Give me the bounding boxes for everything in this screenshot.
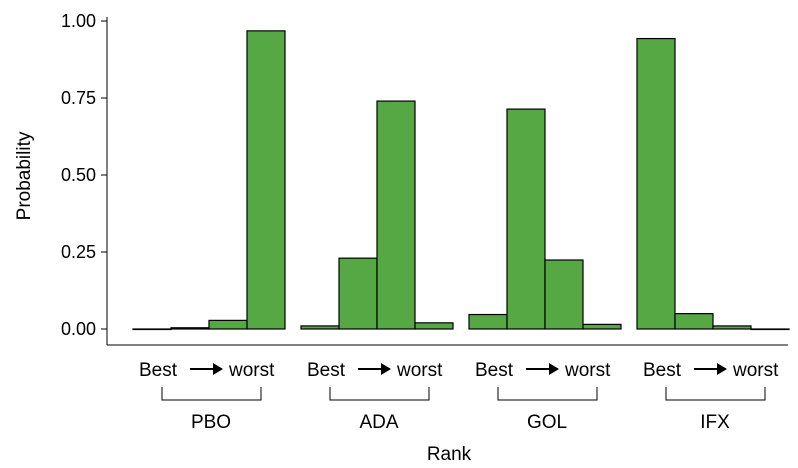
group-bracket (161, 387, 262, 401)
y-tick-label: 0.25 (61, 242, 96, 262)
group-label-gol: GOL (527, 412, 567, 433)
bar-gol-rank-3 (544, 259, 584, 330)
bar-ifx-rank-2 (674, 313, 714, 330)
bar-ifx-rank-3 (712, 325, 752, 330)
bar-ifx-rank-1 (636, 37, 676, 330)
arrow-right-icon (213, 363, 223, 375)
group-label-ifx: IFX (700, 412, 730, 433)
y-tick-label: 0.50 (61, 165, 96, 185)
bar-pbo-rank-3 (208, 319, 248, 330)
rank-worst-label: worst (564, 360, 611, 381)
bar-gol-rank-1 (468, 313, 508, 330)
bars (132, 30, 790, 331)
group-bracket (497, 387, 598, 401)
rank-worst-label: worst (732, 360, 779, 381)
group-label-pbo: PBO (191, 412, 231, 433)
bar-pbo-rank-1 (132, 328, 172, 331)
y-tick-label: 1.00 (61, 11, 96, 31)
arrow-right-icon (549, 363, 559, 375)
bar-ada-rank-2 (338, 257, 378, 330)
group-bracket (665, 387, 766, 401)
bar-ada-rank-3 (376, 100, 416, 330)
group-label-ada: ADA (359, 412, 398, 433)
bar-ifx-rank-4 (750, 328, 790, 331)
bar-ada-rank-1 (300, 325, 340, 330)
bar-pbo-rank-4 (246, 30, 286, 330)
rank-best-label: Best (475, 360, 514, 381)
y-tick-label: 0.00 (61, 319, 96, 339)
rank-best-label: Best (307, 360, 346, 381)
arrow-right-icon (381, 363, 391, 375)
rank-worst-label: worst (396, 360, 443, 381)
group-bracket (329, 387, 430, 401)
arrow-right-icon (717, 363, 727, 375)
bar-pbo-rank-2 (170, 327, 210, 330)
rank-best-label: Best (643, 360, 682, 381)
y-axis: 0.00 0.25 0.50 0.75 1.00 (61, 11, 108, 345)
bar-gol-rank-2 (506, 108, 546, 330)
bar-gol-rank-4 (582, 323, 622, 330)
bar-ada-rank-4 (414, 322, 454, 330)
group-labels: Best worst PBO Best worst ADA Best worst GOL Best… (139, 360, 779, 433)
rank-worst-label: worst (228, 360, 275, 381)
y-axis-title: Probability (14, 131, 35, 220)
y-tick-label: 0.75 (61, 88, 96, 108)
rank-best-label: Best (139, 360, 178, 381)
x-axis-title: Rank (427, 444, 472, 465)
